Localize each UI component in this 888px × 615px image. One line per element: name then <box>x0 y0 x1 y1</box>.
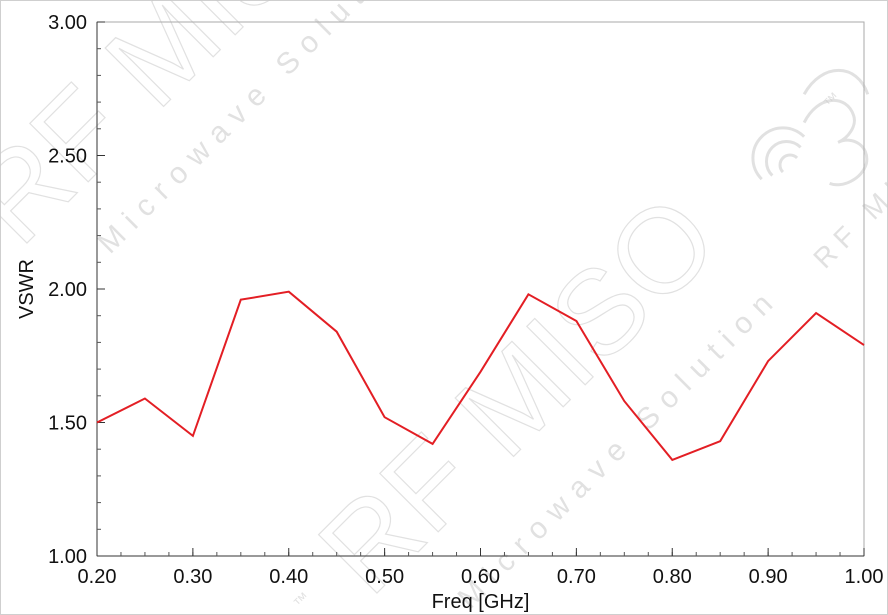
y-tick-label: 1.50 <box>48 413 87 435</box>
vswr-series-line <box>96 290 865 462</box>
x-tick-label: 0.90 <box>749 566 788 588</box>
x-tick-label: 0.50 <box>365 566 404 588</box>
x-tick-labels: 0.20 0.30 0.40 0.50 0.60 0.70 0.80 0.90 1.00 <box>78 566 884 588</box>
y-axis-label: VSWR <box>16 259 38 319</box>
y-tick-label: 2.50 <box>48 146 87 168</box>
axes: 0.20 0.30 0.40 0.50 0.60 0.70 0.80 0.90 1.00 1.0… <box>16 12 883 613</box>
series-layer <box>96 290 865 462</box>
y-tick-label: 2.00 <box>48 279 87 301</box>
x-tick-label: 0.70 <box>557 566 596 588</box>
x-tick-label: 1.00 <box>845 566 884 588</box>
x-tick-label: 0.40 <box>269 566 308 588</box>
x-tick-label: 0.30 <box>173 566 212 588</box>
x-tick-label: 0.80 <box>653 566 692 588</box>
x-tick-label: 0.60 <box>461 566 500 588</box>
x-axis-label: Freq [GHz] <box>432 591 530 613</box>
y-tick-label: 1.00 <box>48 546 87 568</box>
y-tick-label: 3.00 <box>48 12 87 34</box>
major-ticks <box>96 21 865 557</box>
y-tick-labels: 1.00 1.50 2.00 2.50 3.00 <box>48 12 87 568</box>
x-tick-label: 0.20 <box>78 566 117 588</box>
